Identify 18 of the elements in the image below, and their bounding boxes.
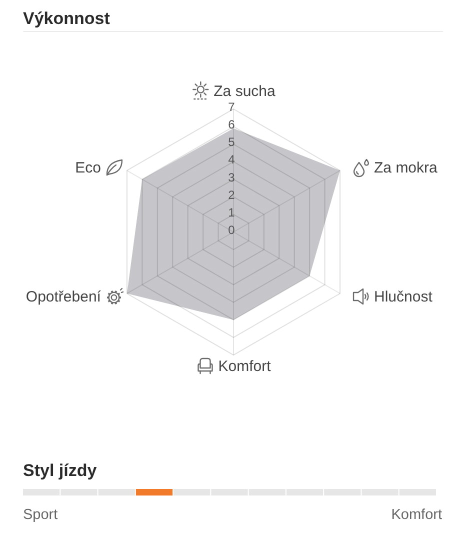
text: Komfort [391, 507, 442, 523]
y-tick-label: 7 [228, 100, 236, 114]
chart-title: Výkonnost [23, 9, 110, 28]
spoke-label: Eco [75, 160, 101, 176]
spoke-label: Opotřebení [26, 288, 102, 306]
spoke-label: Hlučnost [374, 288, 434, 306]
spoke-label: Komfort [218, 358, 272, 375]
y-tick-label: 2 [228, 188, 236, 202]
y-tick-label: 5 [228, 135, 236, 150]
y-tick-label: 3 [228, 170, 236, 184]
text: Styl jízdy [23, 461, 98, 480]
spoke-label: Za mokra [374, 160, 438, 176]
y-tick-label: 0 [228, 223, 236, 237]
y-tick-label: 6 [228, 118, 236, 132]
y-tick-label: 1 [228, 205, 236, 220]
y-tick-label: 4 [228, 152, 236, 167]
text: Sport [23, 507, 58, 523]
spoke-label: Za sucha [214, 83, 276, 100]
